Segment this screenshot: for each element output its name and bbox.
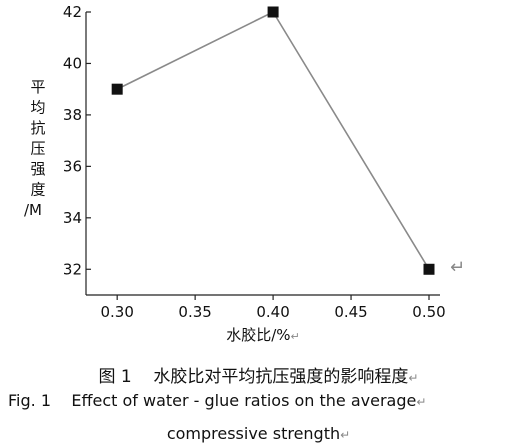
x-ticks: 0.30 0.35 0.40 0.45 0.50 bbox=[100, 295, 446, 321]
caption-en-text-1: Effect of water - glue ratios on the ave… bbox=[71, 391, 417, 410]
y-axis-label: 平均抗压强度/M bbox=[24, 78, 46, 219]
x-tick-label: 0.40 bbox=[256, 303, 289, 321]
series bbox=[111, 6, 435, 275]
x-tick-label: 0.50 bbox=[412, 303, 445, 321]
caption-english-line1: Fig. 1 Effect of water - glue ratios on … bbox=[8, 391, 517, 410]
y-tick-label: 36 bbox=[63, 157, 82, 175]
x-tick-label: 0.45 bbox=[334, 303, 367, 321]
y-axis-label-char: /M bbox=[24, 201, 42, 219]
x-tick-label: 0.30 bbox=[100, 303, 133, 321]
data-point-marker bbox=[111, 83, 123, 95]
y-tick-label: 42 bbox=[63, 3, 82, 21]
caption-english-line2: compressive strength↵ bbox=[0, 424, 517, 443]
y-axis-label-char: 抗 bbox=[30, 119, 45, 137]
data-point-marker bbox=[267, 6, 279, 18]
x-tick-label: 0.35 bbox=[178, 303, 211, 321]
caption-en-number: Fig. 1 bbox=[8, 391, 51, 410]
caption-cn-text: 水胶比对平均抗压强度的影响程度 bbox=[153, 367, 409, 387]
y-tick-label: 40 bbox=[63, 54, 82, 72]
caption-en-text-2: compressive strength bbox=[166, 424, 341, 443]
caption-cn-number: 图 1 bbox=[98, 367, 132, 387]
axes bbox=[85, 12, 440, 296]
chart: 32 34 36 38 40 42 0.30 0.35 0.40 0.45 0.50 平均抗压强度… bbox=[24, 3, 465, 344]
data-point-marker bbox=[423, 263, 435, 275]
y-axis-label-char: 均 bbox=[30, 99, 45, 117]
x-axis-label: 水胶比/%↵ bbox=[226, 326, 300, 344]
y-axis-label-char: 压 bbox=[30, 140, 45, 158]
y-tick-label: 38 bbox=[63, 106, 82, 124]
return-mark-icon: ↵ bbox=[340, 428, 351, 442]
y-ticks: 32 34 36 38 40 42 bbox=[63, 3, 91, 278]
return-mark-icon: ↵ bbox=[416, 395, 427, 409]
y-axis-label-char: 强 bbox=[30, 160, 45, 178]
caption-chinese: 图 1 水胶比对平均抗压强度的影响程度↵ bbox=[0, 362, 517, 387]
return-mark-icon: ↵ bbox=[450, 257, 465, 278]
y-axis-label-char: 平 bbox=[30, 78, 45, 96]
series-line bbox=[116, 10, 430, 270]
y-tick-label: 32 bbox=[63, 260, 82, 278]
y-tick-label: 34 bbox=[63, 209, 82, 227]
y-axis-label-char: 度 bbox=[30, 181, 45, 199]
return-mark-icon: ↵ bbox=[408, 371, 419, 385]
